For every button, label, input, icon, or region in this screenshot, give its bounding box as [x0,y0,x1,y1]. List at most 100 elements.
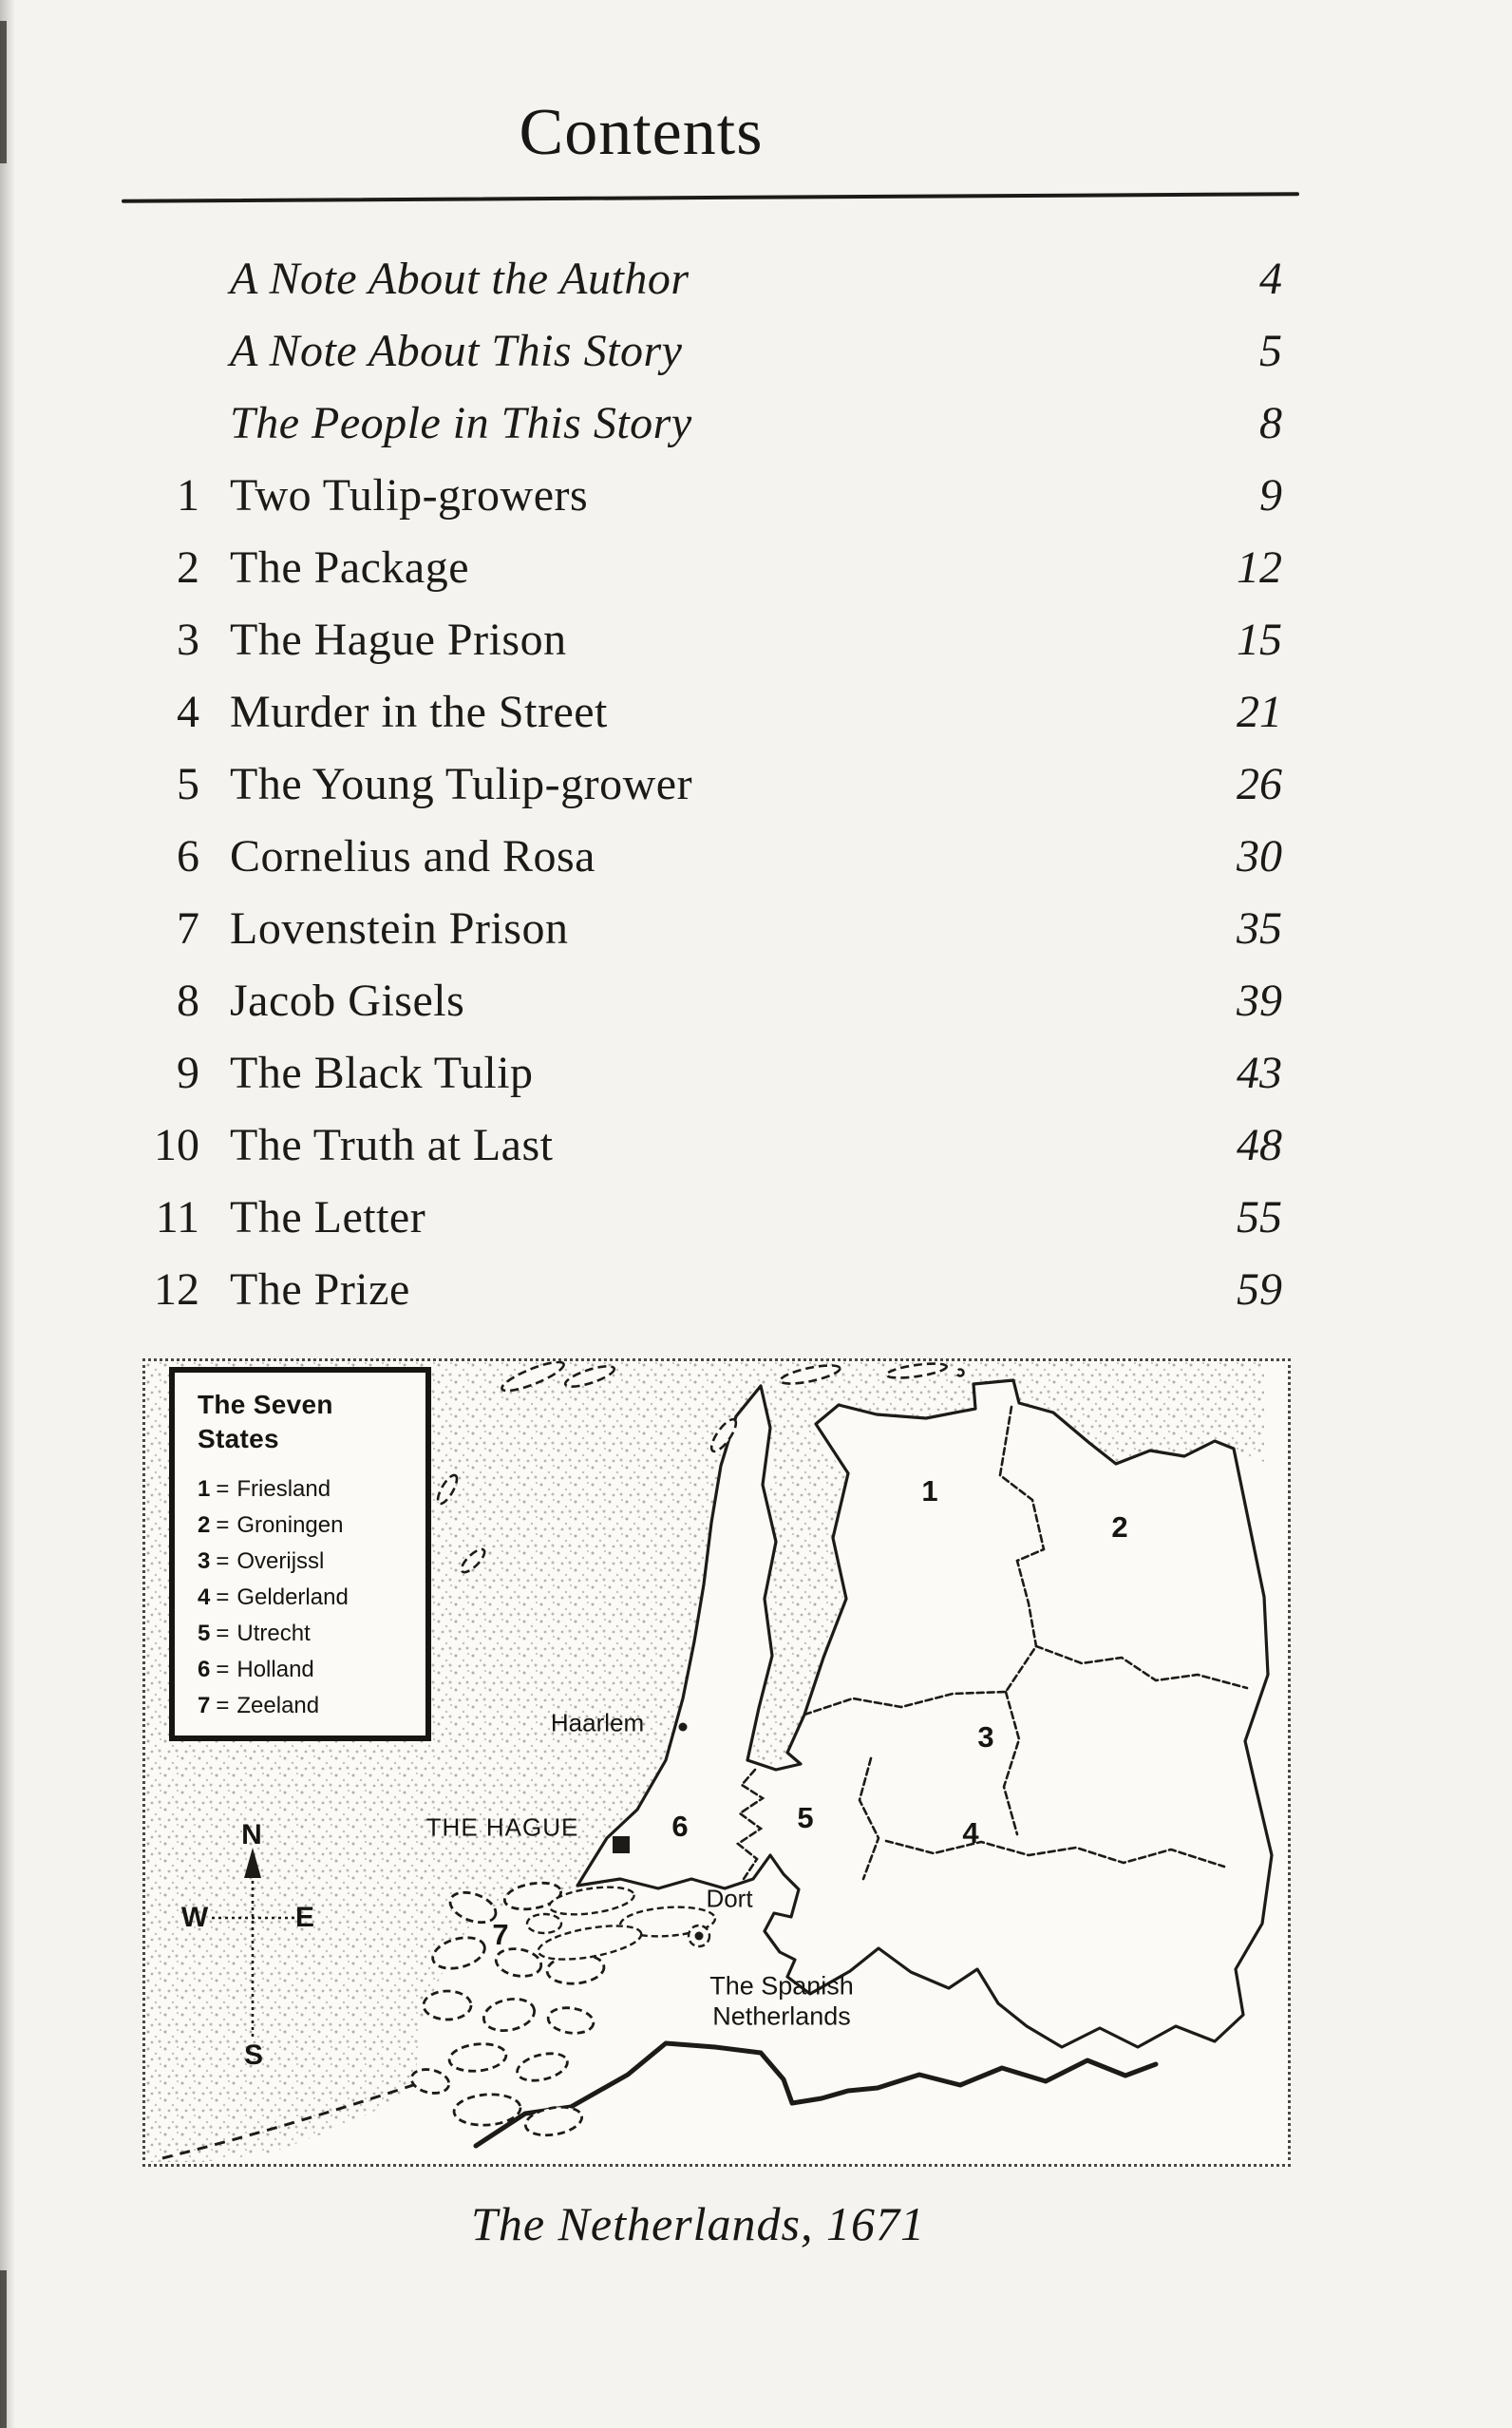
compass-west-label: W [180,1902,209,1933]
toc-page-number: 12 [1237,542,1282,593]
legend-item-number: 4 [198,1584,211,1610]
toc-chapter-number: 4 [177,687,199,737]
dort-label: Dort [706,1884,753,1913]
equals-sign: = [216,1692,230,1718]
toc-page-number: 43 [1237,1048,1282,1098]
legend-item: 2 = Groningen [198,1508,416,1544]
map-legend: The Seven States 1 = Friesland 2 = Groningen… [169,1367,431,1741]
toc-entry-title: A Note About This Story [230,326,683,376]
toc-page-number: 4 [1259,254,1282,304]
legend-item-number: 1 [198,1475,211,1502]
legend-item: 7 = Zeeland [198,1688,416,1724]
haarlem-label: Haarlem [550,1708,645,1737]
compass-east-label: E [294,1902,315,1933]
toc-chapter-number: 7 [177,903,199,954]
toc-page-number: 48 [1237,1120,1282,1170]
map-caption: The Netherlands, 1671 [471,2197,925,2250]
compass-south-label: S [243,2039,264,2071]
region-label-friesland: 1 [921,1474,938,1508]
dort-marker [694,1931,704,1941]
toc-entry-title: The Letter [230,1192,426,1242]
legend-item-number: 6 [198,1656,211,1682]
toc-entry-title: Murder in the Street [230,687,608,737]
southern-border [473,2040,1159,2149]
toc-entry-title: The Package [230,542,470,593]
toc-page-number: 15 [1237,615,1282,665]
toc-row: 6 Cornelius and Rosa 30 [142,821,1282,893]
river-channels [525,1886,717,1961]
region-label-gelderland: 4 [962,1816,979,1849]
spanish-netherlands-label: The Spanish Netherlands [709,1971,854,2033]
toc-page-number: 5 [1259,326,1282,376]
region-label-zeeland: 7 [492,1918,509,1951]
toc-page-number: 39 [1237,976,1282,1026]
toc-entry-title: Cornelius and Rosa [230,831,595,882]
toc-chapter-number: 2 [177,542,199,593]
toc-chapter-number: 6 [177,831,199,882]
toc-page-number: 35 [1237,903,1282,954]
toc-entry-title: The Prize [230,1264,410,1315]
toc-row: 9 The Black Tulip 43 [142,1037,1282,1110]
haarlem-marker [678,1722,688,1732]
legend-item-name: Groningen [236,1511,344,1538]
the-hague-marker [613,1836,630,1853]
compass-north-label: N [241,1819,262,1850]
the-hague-label: THE HAGUE [425,1812,579,1842]
equals-sign: = [216,1620,230,1646]
toc-row: 4 Murder in the Street 21 [142,676,1282,749]
zeeland-islands [409,1881,606,2137]
legend-item-name: Overijssl [236,1547,325,1574]
toc-page-number: 30 [1237,831,1282,882]
mainland-coastline [576,1378,1274,2049]
toc-page-number: 26 [1237,759,1282,809]
legend-item: 1 = Friesland [198,1471,416,1508]
legend-item-number: 5 [198,1620,211,1646]
toc-page-number: 55 [1237,1192,1282,1242]
toc-chapter-number: 3 [177,615,199,665]
legend-item: 4 = Gelderland [198,1580,416,1616]
region-label-overijssl: 3 [977,1720,994,1754]
city-markers [613,1722,704,1941]
state-boundaries [735,1405,1249,1881]
toc-page-number: 8 [1259,398,1282,448]
toc-chapter-number: 9 [177,1048,199,1098]
toc-chapter-number: 12 [154,1264,199,1315]
spanish-netherlands-line1: The Spanish [709,1971,854,2001]
toc-row: 11 The Letter 55 [142,1182,1282,1254]
toc-chapter-number: 8 [177,976,199,1026]
toc-entry-title: A Note About the Author [230,254,690,304]
toc-page-number: 9 [1259,470,1282,521]
legend-item-name: Holland [236,1656,314,1682]
toc-row: 12 The Prize 59 [142,1254,1282,1326]
scan-edge-mark [0,21,7,163]
legend-item: 5 = Utrecht [198,1616,416,1652]
spanish-netherlands-line2: Netherlands [712,2002,851,2031]
toc-chapter-number: 11 [155,1192,199,1242]
legend-item: 6 = Holland [198,1652,416,1688]
table-of-contents: A Note About the Author 4 A Note About T… [142,243,1282,1326]
scan-edge-mark [0,2270,7,2428]
toc-entry-title: The Truth at Last [230,1120,554,1170]
toc-chapter-number: 1 [177,470,199,521]
toc-entry-title: The Black Tulip [230,1048,534,1098]
title-rule [121,192,1300,203]
toc-entry-title: Lovenstein Prison [230,903,569,954]
legend-item-name: Friesland [236,1475,331,1502]
toc-row: 8 Jacob Gisels 39 [142,965,1282,1037]
toc-entry-title: The Hague Prison [230,615,567,665]
toc-row: 3 The Hague Prison 15 [142,604,1282,676]
toc-row: 1 Two Tulip-growers 9 [142,460,1282,532]
legend-item-number: 2 [198,1511,211,1538]
equals-sign: = [216,1547,230,1574]
region-label-utrecht: 5 [797,1801,814,1834]
equals-sign: = [216,1511,230,1538]
toc-row: 2 The Package 12 [142,532,1282,604]
toc-chapter-number: 10 [154,1120,199,1170]
toc-row: 5 The Young Tulip-grower 26 [142,749,1282,821]
toc-entry-title: Two Tulip-growers [230,470,589,521]
toc-entry-title: The People in This Story [230,398,692,448]
compass-rose [212,1848,295,2038]
page-title: Contents [519,96,764,169]
toc-row: A Note About This Story 5 [142,315,1282,388]
toc-page-number: 59 [1237,1264,1282,1315]
